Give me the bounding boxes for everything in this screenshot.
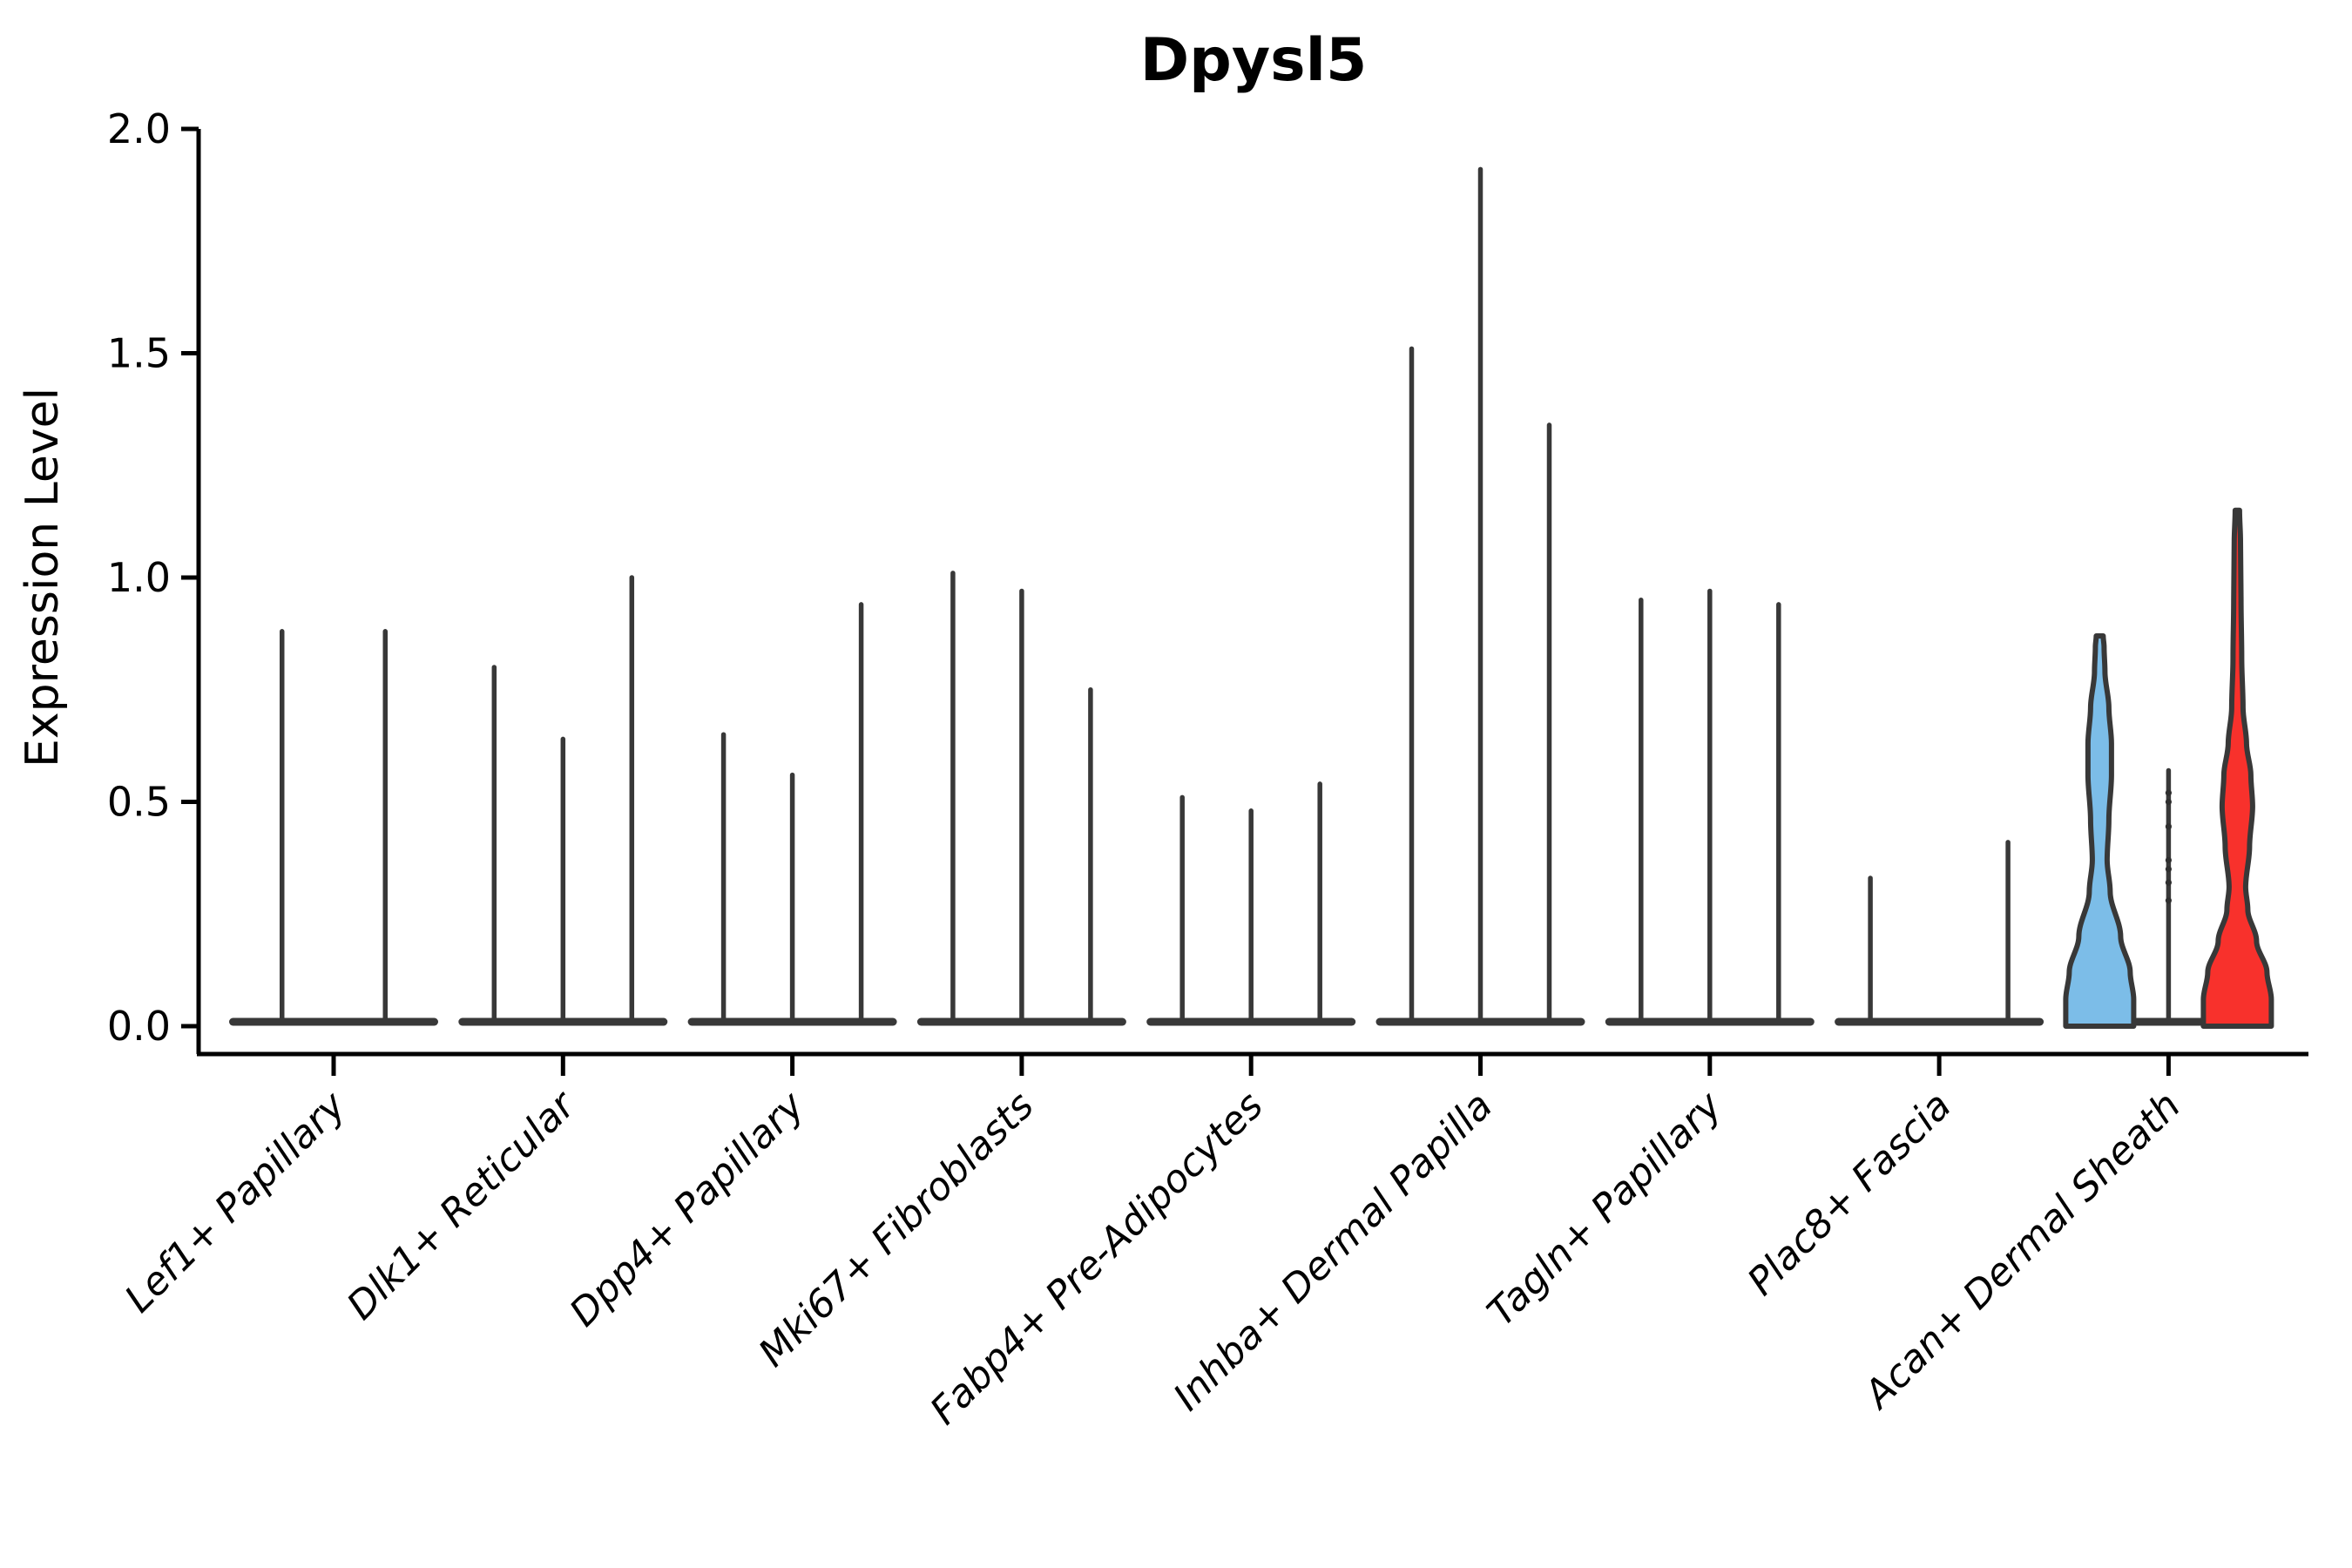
y-axis-tick-label: 0.0 [107,1003,171,1050]
violin-jitter-dot [2165,897,2172,904]
y-axis-tick-label: 2.0 [107,105,171,152]
x-axis-tick-label: Dpp4+ Papillary [561,1083,814,1335]
x-axis-tick-label: Lef1+ Papillary [117,1083,355,1321]
y-axis-label: Expression Level [17,388,69,767]
x-axis-tick-label: Plac8+ Fascia [1739,1084,1959,1304]
violins-layer [229,166,2274,1029]
axes-layer: 0.0 0.5 1.0 1.5 2.0 [107,105,2308,1076]
violin-filled [2200,507,2274,1029]
violin-jitter-dot [2165,866,2172,873]
violin-jitter-dot [2165,823,2172,830]
violin-jitter-dot [2165,879,2172,886]
y-axis-tick-label: 0.5 [107,779,171,826]
x-axis-tick-label: Tagln+ Papillary [1479,1083,1731,1335]
y-axis-tick-label: 1.5 [107,330,171,377]
violin-jitter-dot [2165,798,2172,806]
x-axis-tick-label: Dlk1+ Reticular [339,1082,585,1328]
violin-filled [2063,632,2137,1029]
y-axis-tick-label: 1.0 [107,554,171,601]
violin-jitter-dot [2165,789,2172,796]
violin-jitter-dot [2165,856,2172,864]
chart-title: Dpysl5 [1140,26,1368,95]
